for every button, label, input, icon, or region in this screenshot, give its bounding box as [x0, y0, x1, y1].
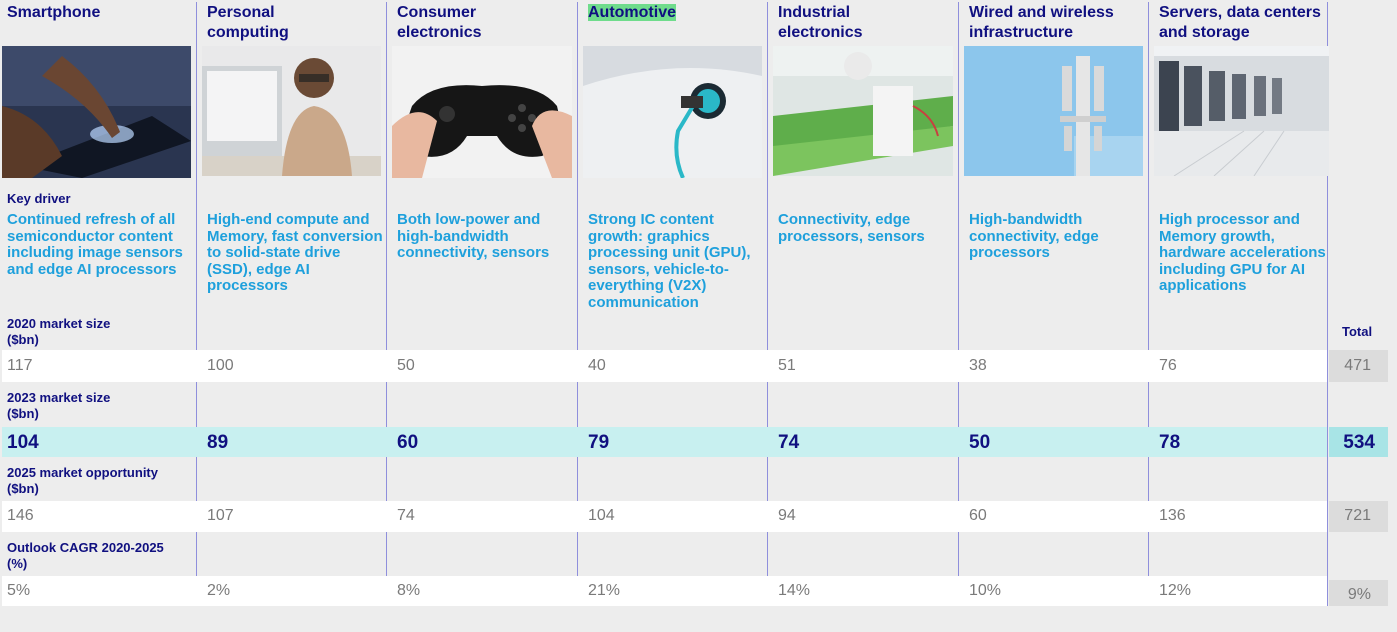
- industrial-electronics-image: [773, 46, 953, 176]
- driver-consumer-electronics: Both low-power and high-bandwidth connec…: [397, 211, 550, 261]
- value-2025-automotive: 104: [588, 507, 615, 524]
- wired-wireless-image: [964, 46, 1143, 176]
- column-divider: [767, 2, 768, 606]
- driver-smartphone: Continued refresh of all semiconductor c…: [7, 211, 183, 278]
- driver-personal-computing: High-end compute and Memory, fast conver…: [207, 211, 383, 294]
- cagr-automotive: 21%: [588, 582, 621, 599]
- smartphone-image: [2, 46, 191, 178]
- value-2025-industrial: 94: [778, 507, 796, 524]
- label-2023-market-size: 2023 market size ($bn): [7, 390, 111, 421]
- row-2020-band: [2, 350, 1327, 382]
- column-divider: [958, 2, 959, 606]
- label-2025-market-opportunity: 2025 market opportunity ($bn): [7, 465, 158, 496]
- header-servers: Servers, data centers and storage: [1159, 4, 1321, 41]
- row-2025-band: [2, 501, 1327, 532]
- value-2025-servers: 136: [1159, 507, 1186, 524]
- cagr-wired-wireless: 10%: [969, 582, 1002, 599]
- total-label: Total: [1342, 324, 1373, 339]
- column-divider: [1327, 2, 1328, 606]
- cagr-servers: 12%: [1159, 582, 1192, 599]
- header-industrial-electronics: Industrial electronics: [778, 4, 863, 41]
- personal-computing-image: [202, 46, 381, 176]
- value-2025-smartphone: 146: [7, 507, 34, 524]
- cagr-smartphone: 5%: [7, 582, 31, 599]
- value-2020-industrial: 51: [778, 357, 796, 374]
- driver-wired-wireless: High-bandwidth connectivity, edge proces…: [969, 211, 1099, 261]
- value-2025-personal-computing: 107: [207, 507, 234, 524]
- cagr-personal-computing: 2%: [207, 582, 231, 599]
- column-divider: [1148, 2, 1149, 606]
- value-2023-servers: 78: [1159, 432, 1181, 453]
- cagr-consumer-electronics: 8%: [397, 582, 421, 599]
- total-2023-cell: [1329, 427, 1388, 457]
- value-2020-wired-wireless: 38: [969, 357, 987, 374]
- value-2020-personal-computing: 100: [207, 357, 234, 374]
- value-2020-automotive: 40: [588, 357, 606, 374]
- value-2025-consumer-electronics: 74: [397, 507, 415, 524]
- driver-servers: High processor and Memory growth, hardwa…: [1159, 211, 1326, 294]
- value-2023-automotive: 79: [588, 432, 610, 453]
- header-automotive-label: Automotive: [588, 4, 676, 21]
- total-2020-cell: [1329, 350, 1388, 382]
- header-consumer-electronics: Consumer electronics: [397, 4, 482, 41]
- value-2023-personal-computing: 89: [207, 432, 229, 453]
- column-divider: [386, 2, 387, 606]
- value-2023-industrial: 74: [778, 432, 800, 453]
- cagr-industrial: 14%: [778, 582, 811, 599]
- total-2020-value: 471: [1344, 357, 1371, 374]
- label-outlook-cagr: Outlook CAGR 2020-2025 (%): [7, 540, 164, 571]
- value-2023-wired-wireless: 50: [969, 432, 991, 453]
- value-2023-consumer-electronics: 60: [397, 432, 419, 453]
- driver-automotive: Strong IC content growth: graphics proce…: [588, 211, 751, 311]
- header-personal-computing: Personal computing: [207, 4, 289, 41]
- row-cagr-band: [2, 576, 1327, 606]
- column-divider: [577, 2, 578, 606]
- automotive-image: [583, 46, 762, 178]
- total-cagr-value: 9%: [1347, 586, 1371, 603]
- header-smartphone: Smartphone: [7, 4, 101, 21]
- value-2025-wired-wireless: 60: [969, 507, 987, 524]
- servers-image: [1154, 46, 1329, 176]
- total-2025-cell: [1329, 501, 1388, 532]
- driver-industrial-electronics: Connectivity, edge processors, sensors: [778, 211, 925, 245]
- consumer-electronics-image: [392, 46, 572, 178]
- header-wired-wireless: Wired and wireless infrastructure: [969, 4, 1114, 41]
- total-2023-value: 534: [1343, 432, 1375, 453]
- value-2020-smartphone: 117: [7, 357, 33, 374]
- label-2020-market-size: 2020 market size ($bn): [7, 316, 111, 347]
- row-2023-band: [2, 427, 1327, 457]
- value-2023-smartphone: 104: [7, 432, 39, 453]
- value-2020-servers: 76: [1159, 357, 1177, 374]
- column-divider: [196, 2, 197, 606]
- value-2020-consumer-electronics: 50: [397, 357, 415, 374]
- key-driver-label: Key driver: [7, 191, 71, 206]
- total-2025-value: 721: [1344, 507, 1371, 524]
- total-cagr-cell: [1329, 580, 1388, 606]
- header-automotive: Automotive: [588, 3, 773, 23]
